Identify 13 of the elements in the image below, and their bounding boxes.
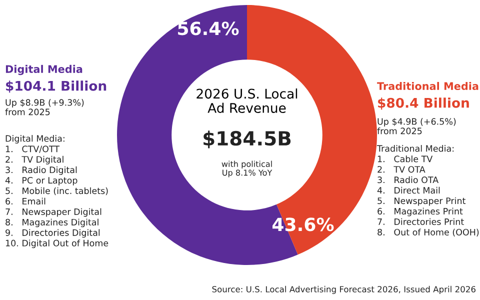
text: with political Up 8.1% YoY [222, 160, 272, 178]
text: 2026 U.S. Local Ad Revenue [196, 88, 298, 113]
text: Up $8.9B (+9.3%) from 2025 [5, 99, 84, 116]
text: $80.4 Billion [378, 98, 469, 110]
source-note: Source: U.S. Local Advertising Forecast 2026, Issued April 2026 [212, 286, 476, 294]
text: Up $4.9B (+6.5%) from 2025 [377, 118, 456, 134]
text: $184.5B [204, 130, 291, 148]
text: Digital Media: 1. CTV/OTT 2. TV Digital 3. Radio Digital 4. PC or Laptop 5. Mobile (inc. tablets) 6. Email 7. Newspaper Digital 8. Magazines Digital 9. Directories Digital 10. Digital Out of Home [5, 135, 108, 248]
text: $104.1 Billion [6, 80, 106, 93]
data-label: 56.4% [178, 22, 239, 36]
text: Traditional Media: 1. Cable TV 2. TV OTA 3. Radio OTA 4. Direct Mail 5. Newspaper Print 6. Magazines Print 7. Directories Print 8. Out of Home (OOH) [376, 145, 479, 237]
slice-label: Digital Media [6, 64, 82, 76]
slice-label: Traditional Media [377, 82, 478, 90]
